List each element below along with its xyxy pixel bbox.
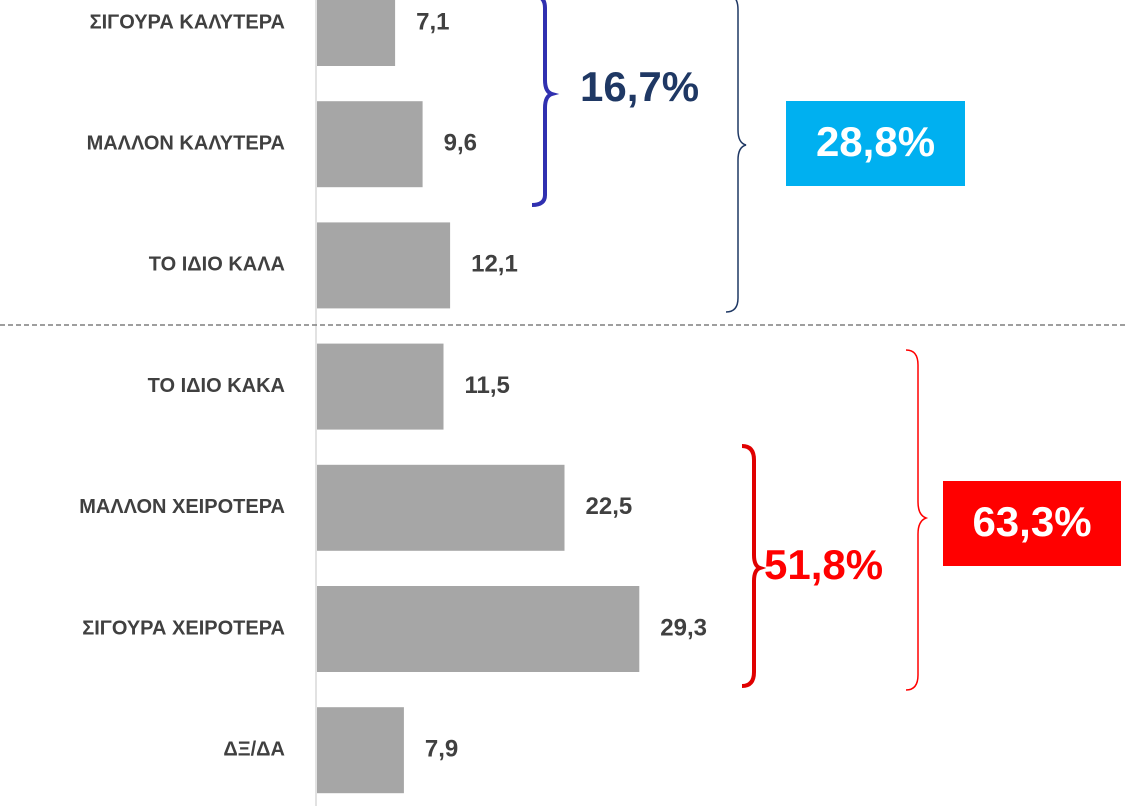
- annotation: 63,3%: [972, 498, 1091, 545]
- category-label: ΤΟ ΙΔΙΟ ΚΑΚΑ: [148, 375, 285, 397]
- annotation: 28,8%: [816, 118, 935, 165]
- bar: [317, 464, 565, 551]
- value-label: 12,1: [471, 251, 518, 278]
- value-label: 11,5: [465, 372, 510, 399]
- category-label: ΤΟ ΙΔΙΟ ΚΑΛΑ: [149, 254, 285, 276]
- bar: [317, 707, 404, 794]
- annotation: 51,8%: [764, 541, 883, 588]
- bracket: [531, 0, 560, 207]
- annotation-box: [943, 481, 1121, 566]
- bar: [317, 343, 444, 430]
- bar: [317, 101, 423, 188]
- value-label: 9,6: [444, 130, 477, 157]
- category-label: ΣΙΓΟΥΡΑ ΚΑΛΥΤΕΡΑ: [90, 11, 285, 33]
- annotation-box: [786, 101, 965, 186]
- annotation: 16,7%: [580, 63, 699, 110]
- value-label: 7,1: [416, 8, 449, 35]
- bar: [317, 222, 451, 309]
- value-label: 22,5: [586, 493, 633, 520]
- category-label: ΜΑΛΛΟΝ ΚΑΛΥΤΕΡΑ: [87, 132, 285, 154]
- category-label: ΜΑΛΛΟΝ ΧΕΙΡΟΤΕΡΑ: [79, 496, 285, 518]
- value-label: 29,3: [660, 614, 707, 641]
- bracket: [741, 444, 767, 688]
- brace: [905, 349, 929, 691]
- bar: [317, 586, 640, 672]
- brace: [725, 0, 747, 313]
- category-label: ΣΙΓΟΥΡΑ ΧΕΙΡΟΤΕΡΑ: [82, 617, 285, 639]
- value-label: 7,9: [425, 736, 458, 763]
- bar: [317, 0, 396, 66]
- category-label: ΔΞ/ΔΑ: [223, 738, 285, 760]
